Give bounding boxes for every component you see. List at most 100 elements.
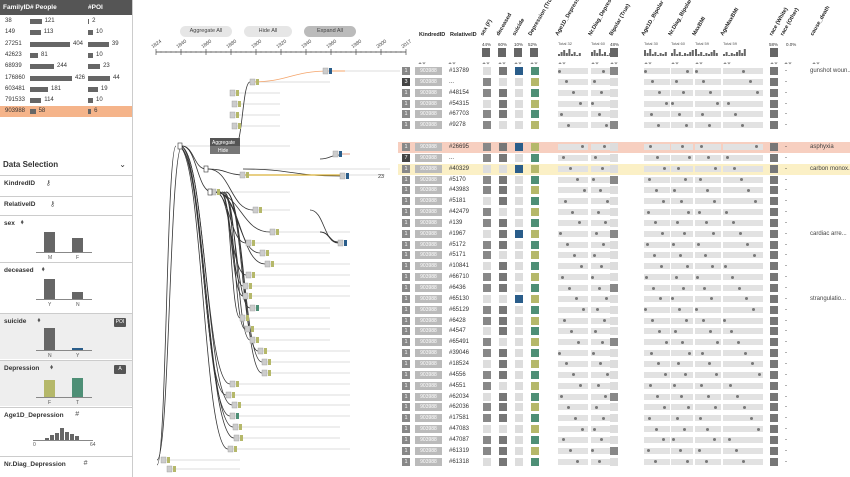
sort-icon[interactable]: ⏶⏷ — [671, 61, 679, 67]
person-node[interactable] — [249, 304, 256, 312]
col-poi[interactable]: #POI — [88, 4, 103, 11]
family-row[interactable]: 42623 81 10 — [0, 50, 132, 61]
person-node[interactable] — [249, 78, 256, 86]
histogram-bar[interactable] — [65, 431, 69, 440]
table-row[interactable]: 1 903988 #42479 - — [398, 207, 850, 218]
family-junction[interactable] — [203, 165, 209, 173]
family-row[interactable]: 149 113 10 — [0, 27, 132, 38]
person-node[interactable] — [239, 314, 246, 322]
table-row[interactable]: 1 903988 #65130 - strangulatio... — [398, 294, 850, 305]
sort-icon[interactable]: ⏶⏷ — [770, 61, 778, 67]
histogram-bar[interactable] — [75, 436, 79, 440]
aggregate-all-button[interactable]: Aggregate All — [180, 26, 232, 37]
person-node[interactable] — [244, 325, 251, 333]
panel-age1d-depression[interactable]: Age1D_Depression #0 64 — [0, 407, 132, 455]
category-bar[interactable] — [44, 278, 55, 299]
col-people[interactable]: # People — [30, 4, 57, 11]
column-header[interactable]: KindredID — [419, 32, 445, 38]
table-row[interactable]: 1 903988 #47083 - — [398, 424, 850, 435]
table-row[interactable]: 1 903988 #66710 - — [398, 272, 850, 283]
sort-icon[interactable]: ⏶⏷ — [530, 61, 538, 67]
family-junction[interactable] — [207, 188, 213, 196]
key-icon[interactable]: ⚷ — [45, 180, 51, 187]
col-familyid[interactable]: FamilyID — [3, 4, 31, 11]
category-bar[interactable] — [72, 291, 83, 299]
chevron-down-icon[interactable]: ⌄ — [119, 160, 126, 169]
person-node[interactable] — [239, 171, 246, 179]
family-row[interactable]: 903988 58 6 — [0, 106, 132, 118]
person-node[interactable] — [242, 292, 249, 300]
table-row[interactable]: 1 903988 #10841 - — [398, 261, 850, 272]
table-row[interactable]: 1 903988 #13789 - gunshot woun... — [398, 66, 850, 77]
column-header[interactable]: Age1D_Depression — [555, 0, 586, 37]
sort-icon[interactable]: ⏶⏷ — [498, 61, 506, 67]
column-header[interactable]: RelativeID — [450, 32, 477, 38]
sort-icon[interactable]: ⏶⏷ — [723, 61, 731, 67]
histogram-bar[interactable] — [60, 428, 64, 440]
badge-poi[interactable]: POI — [114, 318, 126, 327]
hide-all-button[interactable]: Hide All — [244, 26, 292, 37]
table-row[interactable]: 1 903988 #139 - — [398, 218, 850, 229]
person-node[interactable] — [231, 401, 238, 409]
hash-icon[interactable]: # — [83, 460, 88, 467]
key-icon[interactable]: ⚷ — [50, 201, 56, 208]
panel-nr-diag-depression[interactable]: Nr.Diag_Depression # — [0, 456, 132, 477]
column-header[interactable]: Age1D_Bipolar — [641, 0, 666, 37]
hash-icon[interactable]: # — [75, 411, 80, 418]
family-row[interactable]: 603481 181 19 — [0, 84, 132, 95]
table-row[interactable]: 1 903988 #6428 - — [398, 316, 850, 327]
column-header[interactable]: sex (F) — [480, 19, 494, 37]
sort-icon[interactable]: ⏶⏷ — [644, 61, 652, 67]
aggregate-popup[interactable] — [210, 138, 240, 146]
column-header[interactable]: Nr.Diag_Bipolar — [668, 0, 694, 37]
sort-icon[interactable]: ⏶⏷ — [695, 61, 703, 67]
person-node[interactable] — [261, 369, 268, 377]
family-row[interactable]: 791533 114 10 — [0, 95, 132, 106]
tag-icon[interactable]: ⬧ — [20, 219, 24, 226]
person-node[interactable] — [259, 249, 266, 257]
person-node[interactable] — [249, 336, 256, 344]
sort-icon[interactable]: ⏶⏷ — [558, 61, 566, 67]
hide-option[interactable]: Hide — [218, 148, 229, 154]
table-row[interactable]: 3 903988... - — [398, 77, 850, 88]
table-row[interactable]: 1 903988 #26695 - asphyxia — [398, 141, 850, 153]
table-row[interactable]: 1 903988 #6436 - — [398, 283, 850, 294]
person-node[interactable] — [232, 423, 239, 431]
expand-all-button[interactable]: Expand All — [304, 26, 356, 37]
histogram-bar[interactable] — [50, 435, 54, 440]
table-row[interactable]: 1 903988 #4551 - — [398, 381, 850, 392]
table-row[interactable]: 1 903988 #54315 - — [398, 99, 850, 110]
table-row[interactable]: 1 903988 #17581 - — [398, 413, 850, 424]
sort-icon[interactable]: ⏶⏷ — [812, 61, 820, 67]
sort-icon[interactable]: ⏶⏷ — [448, 61, 456, 67]
badge-a[interactable]: A — [114, 365, 126, 374]
panel-deceased[interactable]: deceased ⬧ Y N — [0, 262, 132, 312]
column-header[interactable]: Bipolar (True) — [609, 3, 632, 37]
column-header[interactable]: MaxBMI — [692, 16, 708, 37]
sort-icon[interactable]: ⏶⏷ — [418, 61, 426, 67]
table-row[interactable]: 1 903988 #61318 - — [398, 457, 850, 468]
person-node[interactable] — [245, 239, 252, 247]
table-row[interactable]: 1 903988 #5170 - — [398, 175, 850, 186]
person-node[interactable] — [269, 228, 276, 236]
table-row[interactable]: 1 903988 #5171 - — [398, 250, 850, 261]
histogram-bar[interactable] — [45, 437, 49, 440]
table-row[interactable]: 1 903988 #48154 - — [398, 88, 850, 99]
sort-icon[interactable]: ⏶⏷ — [591, 61, 599, 67]
panel-depression[interactable]: Depression ⬧ A F T — [0, 360, 132, 406]
person-node[interactable] — [229, 111, 236, 119]
histogram-bar[interactable] — [55, 432, 59, 440]
person-node[interactable] — [227, 445, 234, 453]
family-row[interactable]: 27251 404 39 — [0, 39, 132, 50]
tree-canvas[interactable]: 1824 1840 1860 1880 1900 1920 1940 1960 1980 2000… — [150, 0, 413, 477]
person-node[interactable] — [229, 89, 236, 97]
table-row[interactable]: 1 903988 #62036 - — [398, 402, 850, 413]
family-row[interactable]: 68939 244 23 — [0, 61, 132, 72]
table-row[interactable]: 7 903988... - — [398, 153, 850, 164]
column-header[interactable]: Depression (True) — [528, 0, 557, 37]
person-node[interactable] — [229, 380, 236, 388]
table-row[interactable]: 1 903988 #1967 - cardiac arre... — [398, 229, 850, 240]
table-row[interactable]: 1 903988 #47087 - — [398, 435, 850, 446]
category-bar[interactable] — [72, 377, 83, 397]
sort-icon[interactable]: ⏶⏷ — [784, 61, 792, 67]
